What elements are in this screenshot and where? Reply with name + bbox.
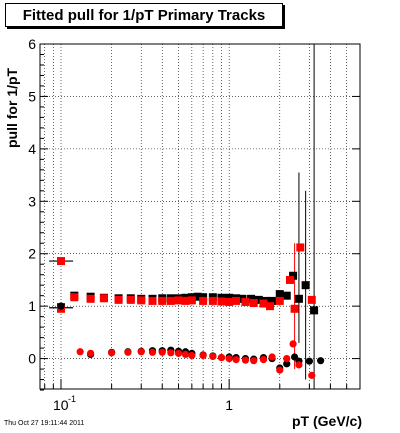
timestamp: Thu Oct 27 19:11:44 2011: [4, 420, 85, 427]
data-point-circle: [295, 361, 303, 369]
x-axis-title: pT (GeV/c): [291, 413, 362, 429]
data-point-circle: [209, 352, 217, 361]
data-point-square: [225, 297, 234, 306]
y-tick-label: 4: [28, 141, 36, 157]
data-point-square: [232, 296, 241, 305]
data-point-square: [285, 275, 294, 284]
y-tick-label: 1: [28, 298, 36, 314]
data-point-square: [275, 290, 284, 299]
data-point-square: [99, 294, 108, 303]
data-point-square: [174, 296, 183, 305]
data-point-circle: [108, 349, 116, 357]
data-point-square: [193, 292, 202, 301]
data-point-circle: [276, 366, 284, 374]
y-tick-label: 0: [28, 351, 36, 367]
data-point-circle: [250, 357, 258, 365]
x-tick-label-1: 1: [225, 397, 233, 413]
data-point-square: [181, 296, 190, 305]
chart-title: Fitted pull for 1/pT Primary Tracks: [5, 3, 283, 27]
data-point-square: [199, 296, 208, 305]
data-point-circle: [305, 357, 313, 365]
x-tick-label-0.1-exponent: -1: [68, 394, 76, 404]
data-point-square: [296, 243, 305, 252]
data-point-square: [57, 257, 66, 266]
data-point-circle: [199, 351, 207, 360]
data-point-square: [247, 294, 256, 303]
data-point-square: [208, 296, 217, 305]
data-point-circle: [158, 348, 166, 356]
data-point-circle: [137, 348, 145, 356]
data-point-circle: [289, 340, 297, 348]
data-point-square: [148, 296, 157, 305]
data-point-square: [241, 297, 250, 306]
data-point-square: [158, 296, 167, 305]
data-point-square: [114, 295, 123, 304]
data-point-square: [289, 271, 298, 280]
data-point-circle: [308, 371, 316, 379]
data-point-square: [126, 295, 135, 304]
data-point-circle: [87, 349, 95, 357]
data-point-circle: [124, 348, 132, 356]
data-point-circle: [317, 357, 325, 365]
y-tick-label: 2: [28, 246, 36, 262]
data-point-circle: [232, 356, 240, 364]
data-point-square: [310, 306, 319, 315]
data-point-square: [266, 302, 275, 311]
data-point-square: [137, 296, 146, 305]
data-point-circle: [268, 353, 276, 361]
data-point-square: [268, 296, 277, 305]
data-point-square: [249, 299, 258, 308]
data-point-circle: [283, 354, 291, 363]
data-point-square: [275, 296, 284, 305]
data-point-circle: [181, 350, 190, 358]
data-point-square: [294, 294, 303, 303]
x-tick-label-0.1: 10: [53, 397, 69, 413]
data-point-circle: [174, 349, 183, 357]
data-point-square: [282, 291, 291, 300]
plot-frame: [39, 43, 361, 390]
data-point-circle: [241, 356, 250, 364]
data-point-square: [259, 299, 268, 308]
data-point-circle: [283, 360, 291, 368]
data-point-square: [217, 297, 226, 306]
data-point-circle: [259, 356, 268, 364]
data-point-circle: [217, 353, 226, 362]
data-point-circle: [148, 348, 157, 356]
y-tick-label: 3: [28, 193, 36, 209]
data-point-circle: [76, 348, 84, 356]
data-point-square: [290, 304, 299, 313]
data-point-circle: [167, 349, 175, 357]
data-point-square: [254, 295, 263, 304]
data-point-square: [225, 293, 234, 302]
y-tick-label: 6: [28, 36, 36, 52]
data-point-square: [166, 296, 175, 305]
data-point-circle: [188, 351, 196, 360]
data-point-square: [307, 295, 316, 304]
data-point-circle: [57, 302, 65, 310]
data-point-square: [187, 296, 196, 305]
data-point-square: [301, 281, 310, 290]
data-point-square: [86, 294, 95, 303]
data-point-circle: [225, 354, 233, 363]
y-tick-label: 5: [28, 88, 36, 104]
data-point-square: [70, 293, 79, 302]
